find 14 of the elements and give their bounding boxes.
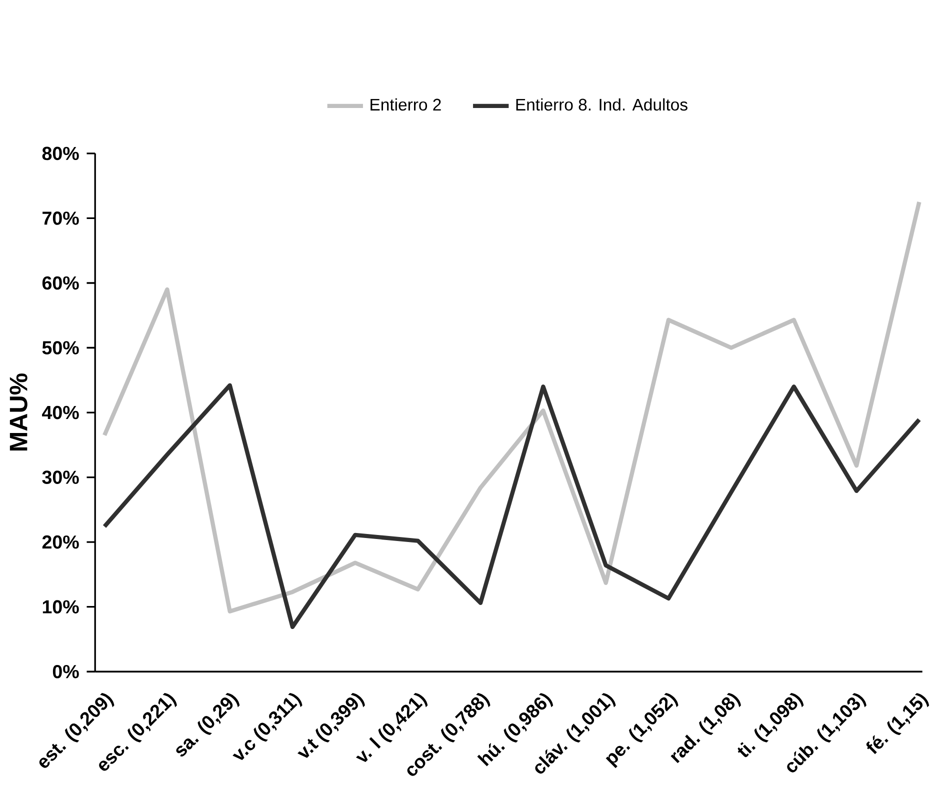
y-tick-label: 50% <box>42 340 79 354</box>
y-tick-label: 80% <box>42 146 79 160</box>
legend-label: Entierro 2 <box>370 98 441 110</box>
y-tick-label: 30% <box>42 470 79 484</box>
y-tick-label: 60% <box>42 276 79 290</box>
y-tick-label: 70% <box>42 211 79 225</box>
line-series <box>102 200 922 614</box>
y-tick-label: 20% <box>42 535 79 549</box>
y-tick-label: 0% <box>52 664 79 678</box>
y-axis-title: MAU% <box>10 373 28 450</box>
y-tick-label: 40% <box>42 406 79 420</box>
line-series <box>102 383 922 629</box>
y-tick-label: 10% <box>42 600 79 614</box>
legend-label: Entierro 8. Ind. Adultos <box>516 98 688 110</box>
